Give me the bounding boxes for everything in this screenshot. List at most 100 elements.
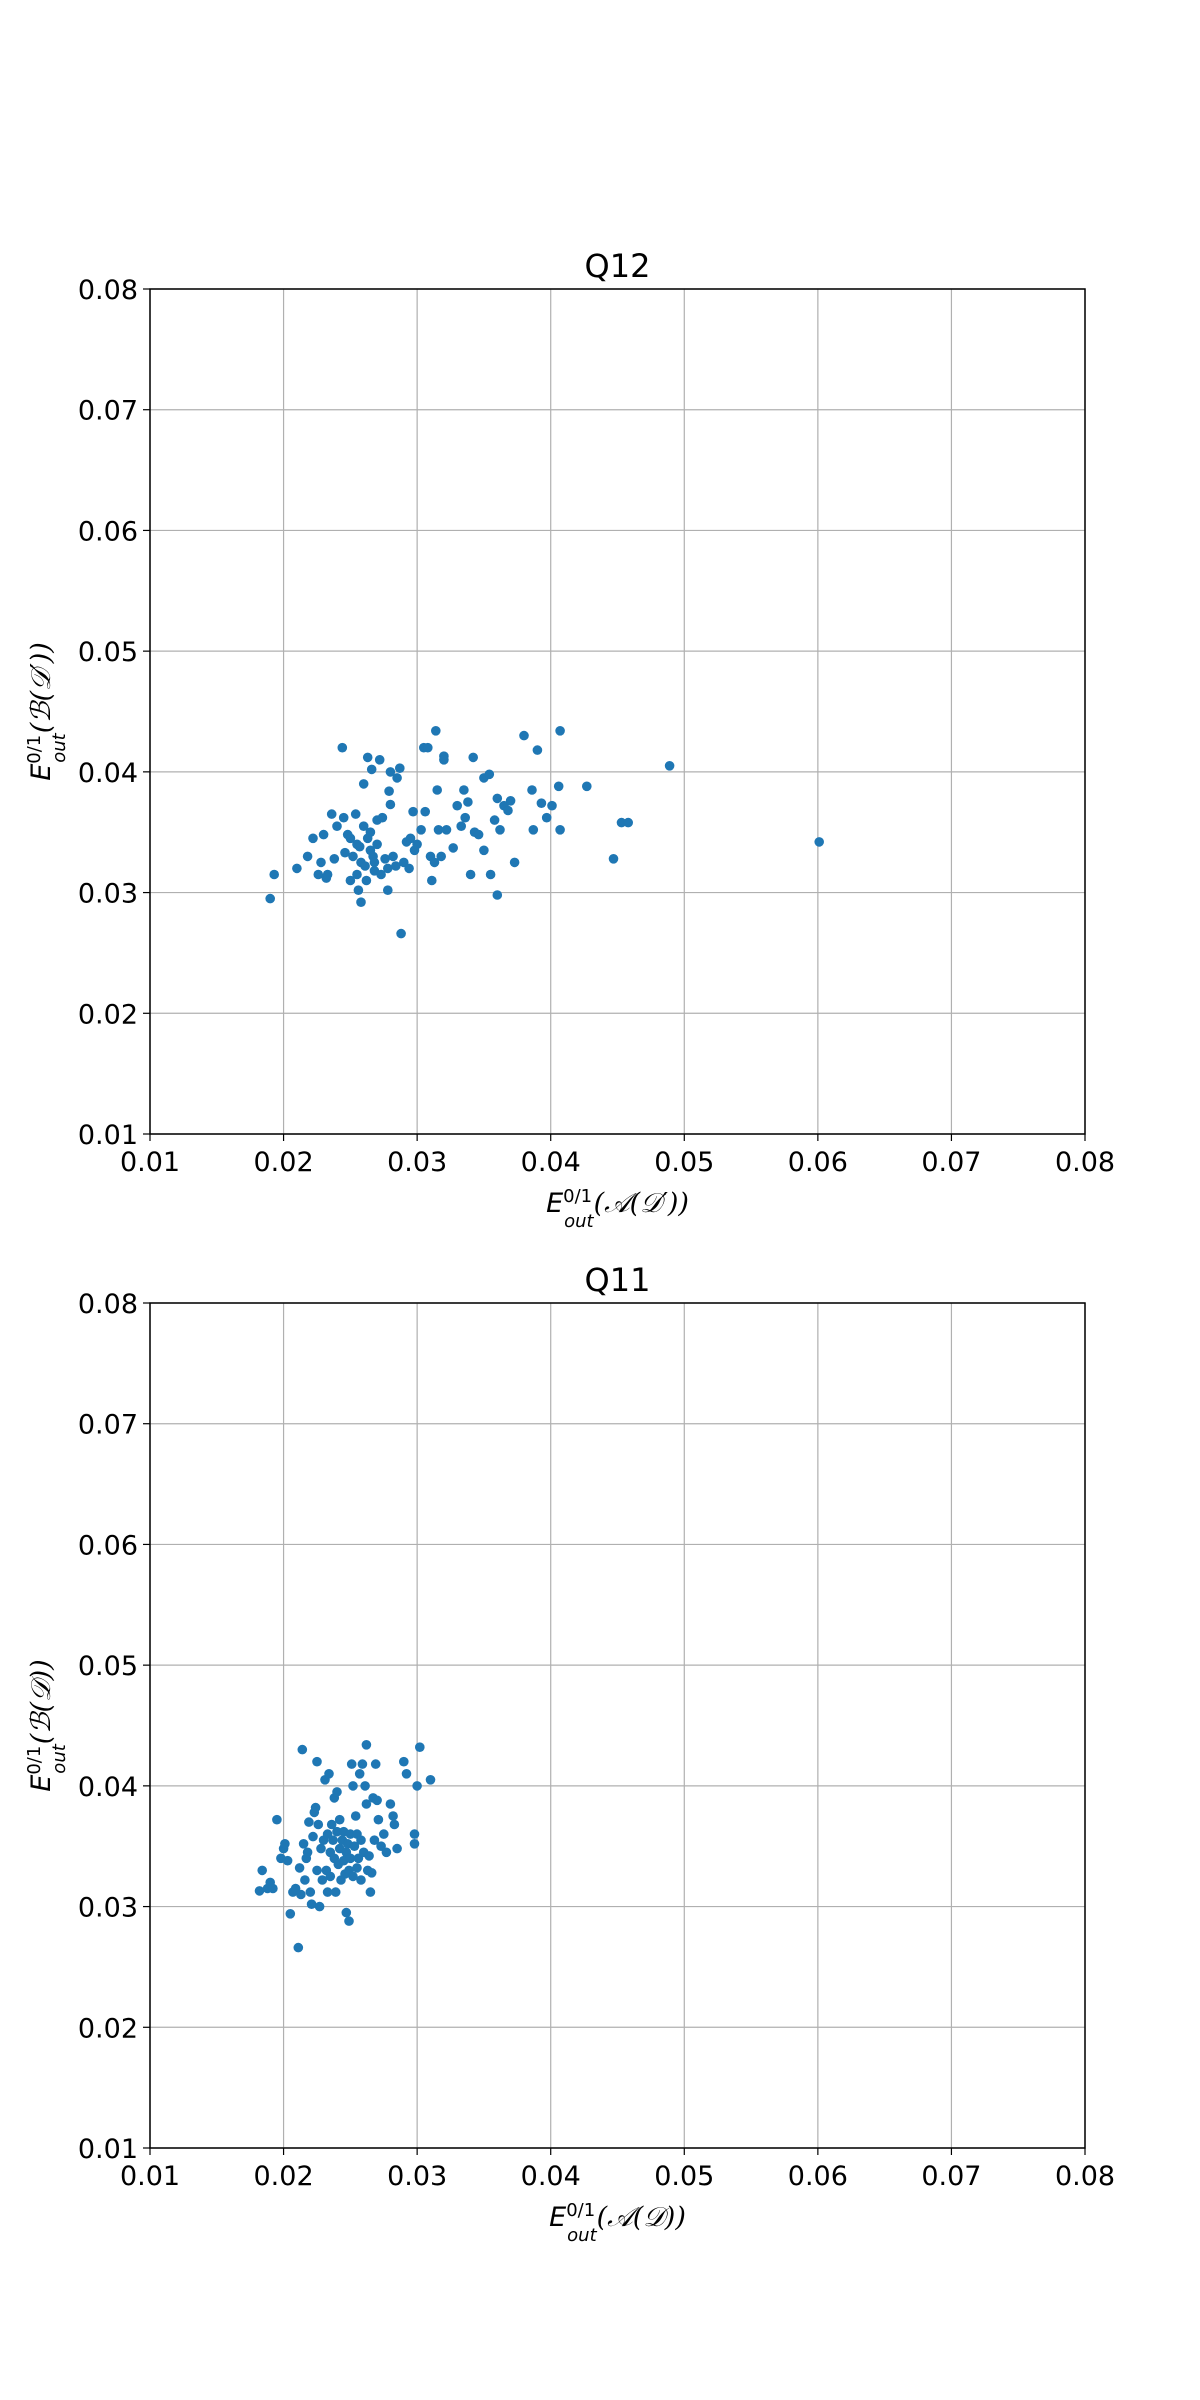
- data-point: [366, 1868, 377, 1878]
- x-tick-label: 0.07: [921, 1147, 981, 1178]
- data-point: [344, 1916, 354, 1926]
- data-point: [431, 726, 441, 736]
- data-point: [456, 821, 467, 831]
- data-point: [338, 812, 349, 823]
- data-point: [326, 1819, 337, 1830]
- data-point: [377, 812, 388, 823]
- scatter-chart-q11: 0.01 0.02 0.03 0.04 0.05 0.06 0.07 0.08 0.01 0.02…: [24, 1261, 1116, 2246]
- data-point: [385, 799, 396, 810]
- data-point: [405, 833, 416, 844]
- data-point: [304, 1817, 314, 1827]
- x-tick-label: 0.04: [521, 1147, 581, 1178]
- data-point: [305, 1887, 316, 1897]
- data-point: [308, 833, 318, 844]
- label-superscript: 0/1: [566, 2200, 595, 2221]
- data-point: [547, 800, 557, 811]
- data-point: [325, 1871, 336, 1882]
- data-point: [370, 1759, 381, 1769]
- data-point: [374, 755, 385, 765]
- data-point: [280, 1839, 290, 1849]
- y-tick-label: 0.07: [78, 396, 138, 427]
- data-point: [360, 861, 370, 871]
- data-point: [380, 854, 390, 864]
- y-tick-label: 0.01: [78, 1120, 138, 1151]
- data-point: [396, 928, 406, 939]
- y-tick-label: 0.01: [78, 2134, 138, 2165]
- data-point: [308, 1831, 318, 1842]
- y-tick-label: 0.08: [78, 275, 138, 306]
- label-subscript: out: [567, 2225, 597, 2246]
- data-point: [432, 785, 443, 795]
- data-point: [541, 812, 552, 823]
- data-point: [384, 786, 394, 796]
- data-point: [460, 812, 471, 823]
- x-tick-label: 0.01: [120, 2161, 180, 2192]
- label-symbol: E: [26, 764, 57, 781]
- x-tick-label: 0.04: [521, 2161, 581, 2192]
- data-point: [314, 1901, 325, 1912]
- data-point: [381, 1847, 392, 1858]
- data-point: [332, 1787, 342, 1797]
- label-argument: (𝒜(𝒟)): [597, 2202, 686, 2233]
- data-point: [337, 742, 348, 753]
- data-point: [489, 815, 500, 825]
- data-point: [313, 1819, 324, 1830]
- data-point: [383, 885, 393, 895]
- data-point: [468, 752, 479, 763]
- data-point: [383, 863, 393, 874]
- label-superscript: 0/1: [563, 1186, 592, 1207]
- data-point: [385, 1799, 396, 1809]
- data-point: [439, 755, 449, 765]
- data-point: [292, 863, 302, 874]
- data-point: [409, 1839, 420, 1849]
- data-point: [553, 781, 564, 792]
- data-point: [318, 829, 329, 840]
- data-point: [388, 851, 398, 862]
- data-point: [389, 1819, 400, 1830]
- data-point: [527, 785, 537, 795]
- label-superscript: 0/1: [24, 1746, 45, 1775]
- y-tick-label: 0.02: [78, 999, 138, 1030]
- label-symbol: E: [26, 1775, 57, 1792]
- data-point: [366, 764, 377, 775]
- label-subscript: out: [49, 732, 70, 762]
- data-point: [324, 1769, 334, 1779]
- data-point: [379, 1829, 389, 1839]
- data-point: [316, 1843, 326, 1854]
- data-point: [484, 769, 495, 780]
- label-symbol: E: [546, 1188, 563, 1219]
- data-point: [361, 875, 372, 886]
- x-tick-label: 0.03: [387, 1147, 447, 1178]
- data-point: [329, 854, 340, 864]
- data-point: [555, 726, 565, 736]
- data-point: [401, 1769, 412, 1779]
- data-point: [352, 1863, 362, 1873]
- data-point: [346, 1759, 357, 1769]
- data-point: [334, 1814, 345, 1825]
- data-point: [254, 1886, 265, 1896]
- y-tick-label: 0.05: [78, 637, 138, 668]
- data-point: [350, 809, 361, 819]
- data-point: [392, 1843, 402, 1854]
- label-symbol: E: [549, 2202, 566, 2233]
- x-axis-label: E0/1 out(𝒜(𝒟)): [549, 2200, 686, 2247]
- data-point: [463, 797, 473, 807]
- x-tick-label: 0.03: [387, 2161, 447, 2192]
- data-point: [365, 1887, 376, 1897]
- y-tick-label: 0.08: [78, 1289, 138, 1320]
- data-point: [503, 805, 513, 816]
- x-tick-label: 0.02: [254, 2161, 314, 2192]
- data-point: [532, 745, 543, 755]
- data-point: [664, 761, 675, 771]
- data-point: [372, 1795, 382, 1806]
- data-point: [350, 1811, 361, 1821]
- data-point: [436, 851, 447, 862]
- data-point: [358, 779, 369, 789]
- y-tick-label: 0.03: [78, 1893, 138, 1924]
- y-tick-label: 0.03: [78, 879, 138, 910]
- data-point: [452, 800, 463, 811]
- data-point: [310, 1802, 321, 1813]
- data-point: [265, 893, 276, 904]
- x-tick-label: 0.05: [654, 2161, 714, 2192]
